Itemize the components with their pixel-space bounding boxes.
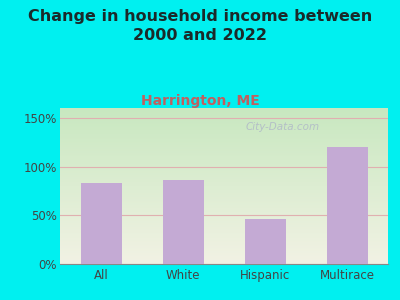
Bar — [244, 219, 286, 264]
Bar — [80, 183, 122, 264]
Text: Harrington, ME: Harrington, ME — [141, 94, 259, 109]
Text: City-Data.com: City-Data.com — [246, 122, 320, 132]
Bar — [162, 180, 204, 264]
Text: Change in household income between
2000 and 2022: Change in household income between 2000 … — [28, 9, 372, 43]
Bar — [326, 147, 368, 264]
